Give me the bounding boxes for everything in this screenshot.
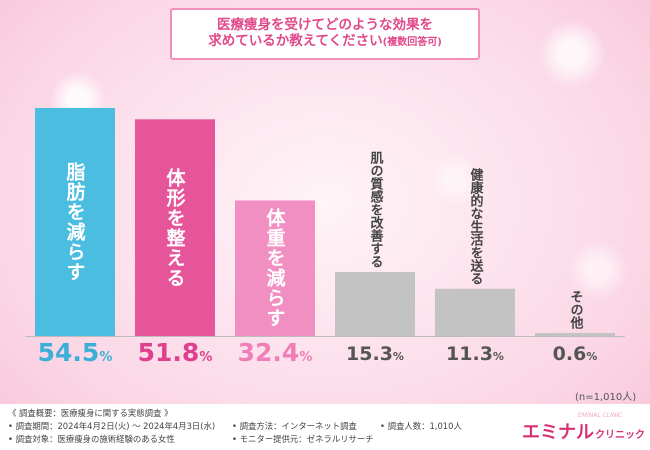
category-label-healthy-life: 健康的な生活を送る xyxy=(467,167,483,285)
bar-healthy-life xyxy=(435,288,515,336)
value-number-shape-body: 51.8 xyxy=(137,338,200,367)
survey-period: • 調査期間：2024年4月2日(火) ～ 2024年4月3日(水) xyxy=(8,421,216,431)
value-number-healthy-life: 11.3 xyxy=(446,343,493,365)
value-unit-other: % xyxy=(586,350,598,363)
value-unit-healthy-life: % xyxy=(492,350,504,363)
bar-other xyxy=(535,333,615,336)
logo-main-text: エミナル xyxy=(522,422,594,443)
value-label-shape-body: 51.8% xyxy=(125,338,225,367)
chart-title-line2-main: 求めているか教えてください xyxy=(208,33,383,49)
value-number-other: 0.6 xyxy=(552,343,587,365)
category-label-reduce-fat: 脂肪を減らす xyxy=(63,162,86,282)
value-number-reduce-fat: 54.5 xyxy=(37,338,100,367)
chart-title-line2: 求めているか教えてください(複数回答可) xyxy=(172,33,478,51)
category-label-lose-weight: 体重を減らす xyxy=(263,208,286,329)
bar-improve-skin xyxy=(335,271,415,336)
sample-size-note: (n=1,010人) xyxy=(575,392,637,403)
category-label-other: その他 xyxy=(567,290,583,329)
survey-count: • 調査人数：1,010人 xyxy=(380,421,462,431)
chart-title-box: 医療痩身を受けてどのような効果を 求めているか教えてください(複数回答可) xyxy=(170,8,480,60)
chart-title-line1: 医療痩身を受けてどのような効果を xyxy=(217,17,433,33)
value-unit-shape-body: % xyxy=(199,350,213,365)
value-label-healthy-life: 11.3% xyxy=(425,343,525,365)
value-label-other: 0.6% xyxy=(525,343,625,365)
survey-method: • 調査方法：インターネット調査 xyxy=(232,421,357,431)
bar-lose-weight xyxy=(235,200,315,336)
logo-sub-text: クリニック xyxy=(595,430,645,441)
value-unit-reduce-fat: % xyxy=(99,350,113,365)
clinic-logo: エミナルクリニック xyxy=(522,418,645,444)
value-number-improve-skin: 15.3 xyxy=(346,343,393,365)
category-label-improve-skin: 肌の質感を改善する xyxy=(367,150,383,268)
chart-title-suffix: (複数回答可) xyxy=(382,37,442,48)
logo-deco-text: EMINAL CLINIC xyxy=(578,412,623,419)
bar-shape-body xyxy=(135,119,215,336)
value-unit-improve-skin: % xyxy=(392,350,404,363)
bar-reduce-fat xyxy=(35,108,115,336)
survey-target: • 調査対象：医療痩身の施術経験のある女性 xyxy=(8,434,175,444)
value-label-lose-weight: 32.4% xyxy=(225,338,325,367)
category-label-shape-body: 体形を整える xyxy=(163,167,186,288)
value-label-improve-skin: 15.3% xyxy=(325,343,425,365)
monitor-provider: • モニター提供元：ゼネラルリサーチ xyxy=(232,434,374,444)
footer: 《 調査概要：医療痩身に関する実態調査 》 • 調査期間：2024年4月2日(火… xyxy=(0,404,650,450)
survey-overview: 《 調査概要：医療痩身に関する実態調査 》 xyxy=(8,408,173,418)
value-number-lose-weight: 32.4 xyxy=(237,338,300,367)
value-unit-lose-weight: % xyxy=(299,350,313,365)
value-label-reduce-fat: 54.5% xyxy=(25,338,125,367)
